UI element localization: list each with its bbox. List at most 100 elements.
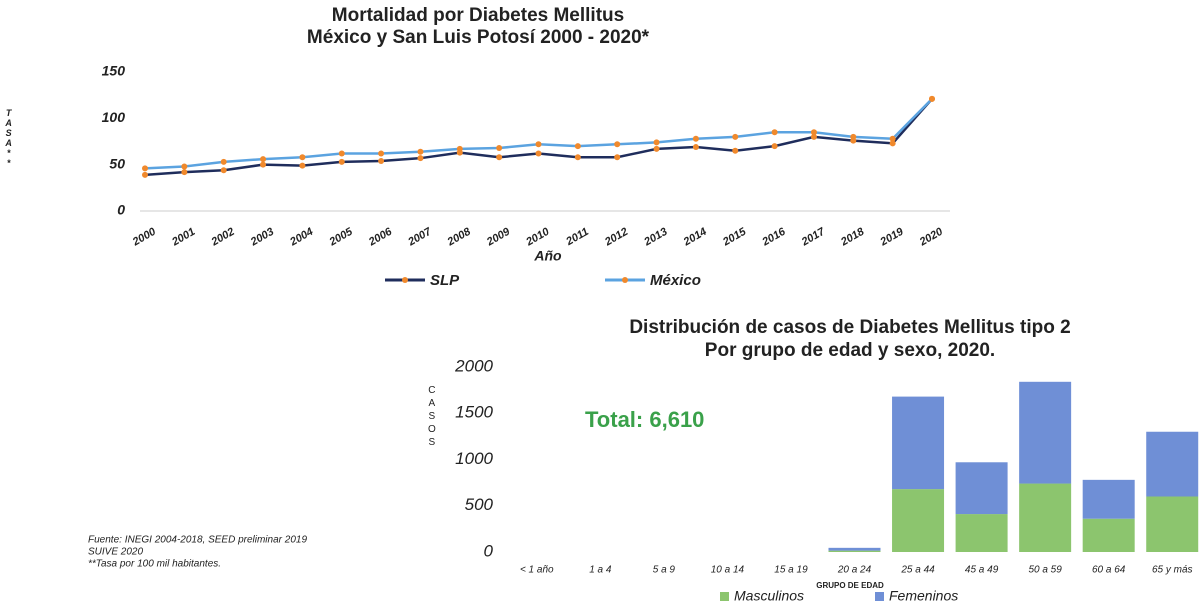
x-tick-label: 2002 — [209, 226, 237, 249]
x-tick-label: 2006 — [366, 225, 395, 249]
marker — [732, 133, 739, 140]
x-axis-label: Año — [533, 248, 562, 264]
x-tick-label: 45 a 49 — [965, 565, 999, 576]
x-tick-label: 2010 — [523, 225, 552, 249]
marker — [142, 171, 148, 178]
marker — [338, 150, 345, 157]
marker — [850, 133, 857, 140]
x-tick-label: 2016 — [759, 225, 788, 249]
chart-title: Mortalidad por Diabetes Mellitus — [332, 5, 624, 26]
marker — [456, 145, 463, 152]
bar-segment — [828, 547, 881, 551]
marker — [417, 148, 424, 155]
marker — [692, 144, 699, 151]
legend-swatch — [720, 592, 729, 601]
marker — [260, 156, 267, 163]
marker — [771, 143, 778, 150]
x-tick-label: 15 a 19 — [774, 565, 808, 576]
y-tick-label: 500 — [465, 495, 494, 514]
x-tick-label: 1 a 4 — [589, 565, 612, 576]
marker — [810, 133, 817, 140]
marker — [692, 135, 699, 142]
x-tick-label: 20 a 24 — [837, 565, 872, 576]
marker — [220, 167, 227, 174]
y-tick-label: 1500 — [455, 403, 493, 422]
marker — [535, 141, 542, 148]
marker — [260, 161, 267, 168]
x-tick-label: 2004 — [287, 226, 315, 249]
y-axis-label: TASA** — [4, 108, 14, 168]
x-tick-label: 25 a 44 — [900, 565, 935, 576]
x-tick-label: 2020 — [917, 225, 946, 249]
x-tick-label: 2008 — [445, 225, 474, 249]
x-tick-label: 2013 — [641, 226, 669, 249]
bar-segment — [1082, 518, 1135, 552]
marker — [338, 158, 345, 165]
marker — [220, 158, 227, 165]
marker — [378, 150, 385, 157]
legend-marker — [402, 277, 408, 283]
marker — [417, 155, 424, 162]
bar-segment — [1146, 496, 1199, 552]
y-tick-label: 150 — [102, 63, 126, 79]
footnote: SUIVE 2020 — [88, 547, 143, 558]
y-tick-label: 0 — [484, 541, 494, 560]
marker — [142, 165, 148, 172]
x-tick-label: 2018 — [838, 225, 867, 249]
marker — [378, 157, 385, 164]
legend-swatch — [875, 592, 884, 601]
bar-segment — [828, 550, 881, 552]
y-tick-label: 100 — [102, 109, 126, 125]
legend-label: SLP — [430, 272, 460, 289]
x-tick-label: 2015 — [720, 225, 749, 249]
x-tick-label: 2019 — [878, 225, 907, 249]
chart-subtitle: Por grupo de edad y sexo, 2020. — [705, 340, 995, 361]
marker — [574, 154, 581, 161]
marker — [614, 141, 621, 148]
marker — [810, 129, 817, 136]
x-tick-label: 2012 — [602, 226, 630, 249]
marker — [496, 154, 503, 161]
legend-label: Masculinos — [734, 588, 804, 604]
marker — [771, 129, 778, 136]
x-tick-label: 5 a 9 — [653, 565, 676, 576]
marker — [889, 135, 896, 142]
marker — [653, 145, 660, 152]
y-tick-label: 1000 — [455, 449, 493, 468]
bar-segment — [892, 489, 945, 552]
x-tick-label: 10 a 14 — [711, 565, 745, 576]
x-tick-label: 65 y más — [1152, 565, 1193, 576]
marker — [299, 154, 306, 161]
marker — [929, 95, 935, 102]
bar-segment — [1146, 431, 1199, 497]
x-tick-label: 2009 — [484, 225, 513, 249]
legend-label: Femeninos — [889, 588, 958, 604]
y-tick-label: 2000 — [454, 356, 493, 375]
footnote: Fuente: INEGI 2004-2018, SEED preliminar… — [88, 535, 307, 546]
marker — [181, 163, 188, 170]
x-tick-label: 2001 — [169, 226, 197, 249]
marker — [496, 144, 503, 151]
marker — [299, 162, 306, 169]
x-axis-label: GRUPO DE EDAD — [816, 581, 884, 590]
x-tick-label: 2014 — [681, 226, 709, 249]
marker — [653, 139, 660, 146]
x-tick-label: 2011 — [563, 226, 590, 249]
y-axis-label: CASOS — [426, 385, 437, 450]
y-tick-label: 50 — [109, 155, 125, 171]
marker — [574, 143, 581, 150]
x-tick-label: 2007 — [405, 225, 434, 249]
marker — [614, 154, 621, 161]
bar-segment — [1082, 479, 1135, 519]
x-tick-label: 2005 — [327, 225, 356, 249]
marker — [889, 140, 896, 147]
bar-segment — [892, 396, 945, 490]
y-tick-label: 0 — [117, 202, 125, 218]
marker — [732, 147, 739, 154]
bar-segment — [1019, 381, 1072, 484]
bar-segment — [955, 462, 1008, 515]
chart-title: Distribución de casos de Diabetes Mellit… — [629, 317, 1070, 338]
x-tick-label: 2017 — [799, 225, 828, 249]
chart-subtitle: México y San Luis Potosí 2000 - 2020* — [307, 27, 650, 48]
